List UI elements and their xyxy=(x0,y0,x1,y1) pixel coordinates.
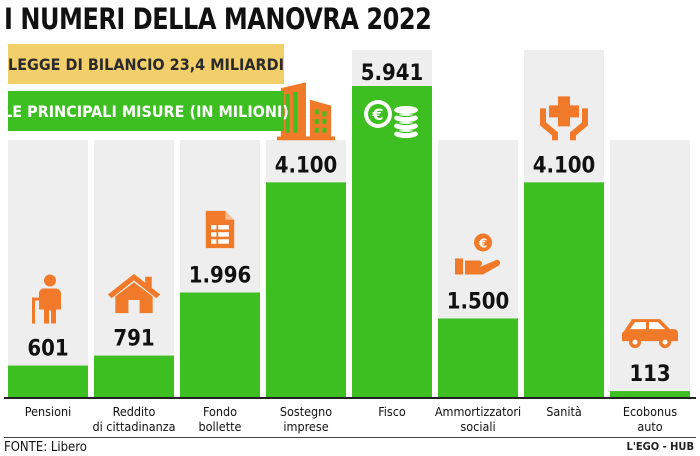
document-icon xyxy=(205,210,235,249)
page-title: I NUMERI DELLA MANOVRA 2022 xyxy=(4,2,432,36)
value-label: 791 xyxy=(113,327,154,352)
measures-unit-box: LE PRINCIPALI MISURE (IN MILIONI) xyxy=(3,91,289,131)
category-label: Ecobonus xyxy=(623,404,677,419)
bar xyxy=(94,355,174,397)
column-background xyxy=(8,140,88,397)
value-label: 1.996 xyxy=(189,264,252,289)
category-label: sociali xyxy=(460,419,495,434)
category-label: di cittadinanza xyxy=(92,419,175,434)
budget-total-box: LEGGE DI BILANCIO 23,4 MILIARDI xyxy=(8,44,284,84)
value-label: 5.941 xyxy=(361,61,424,86)
value-label: 601 xyxy=(27,337,68,362)
bar xyxy=(8,365,88,397)
value-label: 113 xyxy=(629,362,670,387)
category-label: Sostegno xyxy=(280,404,332,419)
category-label: Reddito xyxy=(113,404,156,419)
baseline xyxy=(4,397,696,399)
category-label: Fisco xyxy=(378,404,406,419)
value-label: 4.100 xyxy=(275,153,338,178)
bar xyxy=(352,86,432,397)
category-label: imprese xyxy=(283,419,328,434)
column-background xyxy=(94,140,174,397)
category-label: Fondo xyxy=(203,404,237,419)
value-label: 4.100 xyxy=(533,153,596,178)
category-label: bollette xyxy=(199,419,242,434)
column-background xyxy=(610,140,690,397)
source-note: FONTE: Libero xyxy=(4,440,87,455)
bar xyxy=(266,182,346,397)
bar xyxy=(524,182,604,397)
category-label: Ammortizzatori xyxy=(435,404,521,419)
category-label: Pensioni xyxy=(25,404,72,419)
category-label: Sanità xyxy=(546,404,582,419)
category-label: auto xyxy=(637,419,662,434)
value-label: 1.500 xyxy=(447,289,510,314)
bar xyxy=(180,292,260,397)
footer-rule xyxy=(4,437,696,438)
bar xyxy=(438,318,518,397)
bar xyxy=(610,391,690,397)
credit-note: L'EGO - HUB xyxy=(626,440,694,453)
